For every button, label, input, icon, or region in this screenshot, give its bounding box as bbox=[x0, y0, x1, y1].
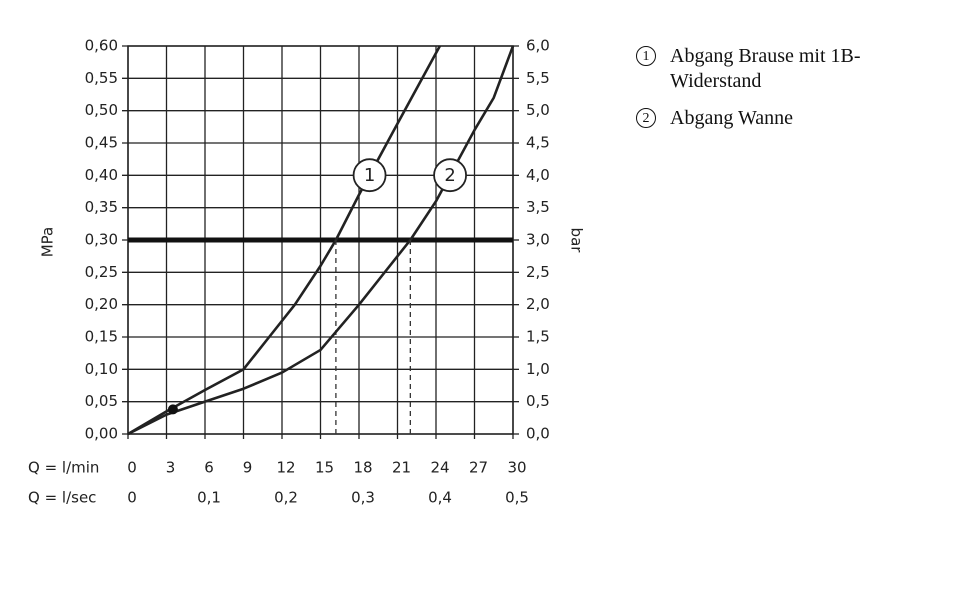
chart: 0 3 6 9 12 15 18 21 24 27 300 0,1 0,2 0,3 0,4 0,50,000,… bbox=[28, 37, 586, 507]
y-tick-label: 0,60 bbox=[85, 37, 118, 55]
x2-tick-label: 0,4 bbox=[428, 489, 452, 507]
y-tick-label: 0,40 bbox=[85, 166, 118, 184]
legend-item: 1 Abgang Brause mit 1B-Widerstand bbox=[636, 44, 926, 94]
legend-symbol: 2 bbox=[636, 108, 656, 128]
y-tick-label: 0,15 bbox=[85, 328, 118, 346]
y2-tick-label: 3,5 bbox=[526, 198, 550, 216]
y-tick-label: 0,35 bbox=[85, 198, 118, 216]
y2-tick-label: 4,5 bbox=[526, 134, 550, 152]
y2-tick-label: 1,0 bbox=[526, 360, 550, 378]
x-tick-label: 9 bbox=[243, 459, 253, 477]
y2-tick-label: 5,5 bbox=[526, 69, 550, 87]
x-tick-label: 27 bbox=[469, 459, 488, 477]
y2-tick-label: 2,0 bbox=[526, 295, 550, 313]
y-axis-label: MPa bbox=[39, 227, 57, 258]
y-tick-label: 0,30 bbox=[85, 231, 118, 249]
x-tick-label: 3 bbox=[166, 459, 176, 477]
y2-tick-label: 2,5 bbox=[526, 263, 550, 281]
x2-tick-label: 0,5 bbox=[505, 489, 529, 507]
x-tick-label: 6 bbox=[204, 459, 214, 477]
curve-label: 1 bbox=[364, 165, 375, 186]
marker bbox=[167, 404, 178, 415]
curve bbox=[127, 45, 515, 436]
curve-label-circle bbox=[433, 158, 467, 193]
y-tick-label: 0,10 bbox=[85, 360, 118, 378]
x-tick-label: 18 bbox=[353, 459, 372, 477]
curve-label: 2 bbox=[444, 165, 455, 186]
y2-tick-label: 5,0 bbox=[526, 101, 550, 119]
curve-label-circle bbox=[352, 158, 387, 193]
y-tick-label: 0,25 bbox=[85, 263, 118, 281]
y-tick-label: 0,45 bbox=[85, 134, 118, 152]
y-tick-label: 0,20 bbox=[85, 295, 118, 313]
y-tick-label: 0,50 bbox=[85, 101, 118, 119]
y2-tick-label: 6,0 bbox=[526, 37, 550, 55]
legend-symbol: 1 bbox=[636, 46, 656, 66]
legend: 1 Abgang Brause mit 1B-Widerstand 2 Abgang … bbox=[636, 44, 926, 143]
legend-label: Abgang Wanne bbox=[670, 107, 793, 129]
x-tick-label: 0 bbox=[127, 459, 137, 477]
x2-tick-label: 0,1 bbox=[197, 489, 221, 507]
y2-tick-label: 0,5 bbox=[526, 392, 550, 410]
x2-tick-label: 0,2 bbox=[274, 489, 298, 507]
y2-axis-label: bar bbox=[568, 228, 586, 254]
y-tick-label: 0,00 bbox=[85, 425, 118, 443]
x-tick-label: 30 bbox=[507, 459, 526, 477]
y-tick-label: 0,55 bbox=[85, 69, 118, 87]
legend-label: Abgang Brause mit 1B-Widerstand bbox=[670, 45, 861, 92]
x-tick-label: 24 bbox=[430, 459, 449, 477]
x2-axis-label: Q = l/sec bbox=[28, 489, 96, 507]
x2-tick-label: 0 bbox=[127, 489, 137, 507]
y2-tick-label: 1,5 bbox=[526, 328, 550, 346]
y2-tick-label: 4,0 bbox=[526, 166, 550, 184]
x-tick-label: 21 bbox=[392, 459, 411, 477]
x-tick-label: 15 bbox=[315, 459, 334, 477]
y-tick-label: 0,05 bbox=[85, 392, 118, 410]
x-tick-label: 12 bbox=[276, 459, 295, 477]
y2-tick-label: 3,0 bbox=[526, 231, 550, 249]
x2-tick-label: 0,3 bbox=[351, 489, 375, 507]
legend-item: 2 Abgang Wanne bbox=[636, 106, 926, 131]
y2-tick-label: 0,0 bbox=[526, 425, 550, 443]
x-axis-label: Q = l/min bbox=[28, 459, 99, 477]
